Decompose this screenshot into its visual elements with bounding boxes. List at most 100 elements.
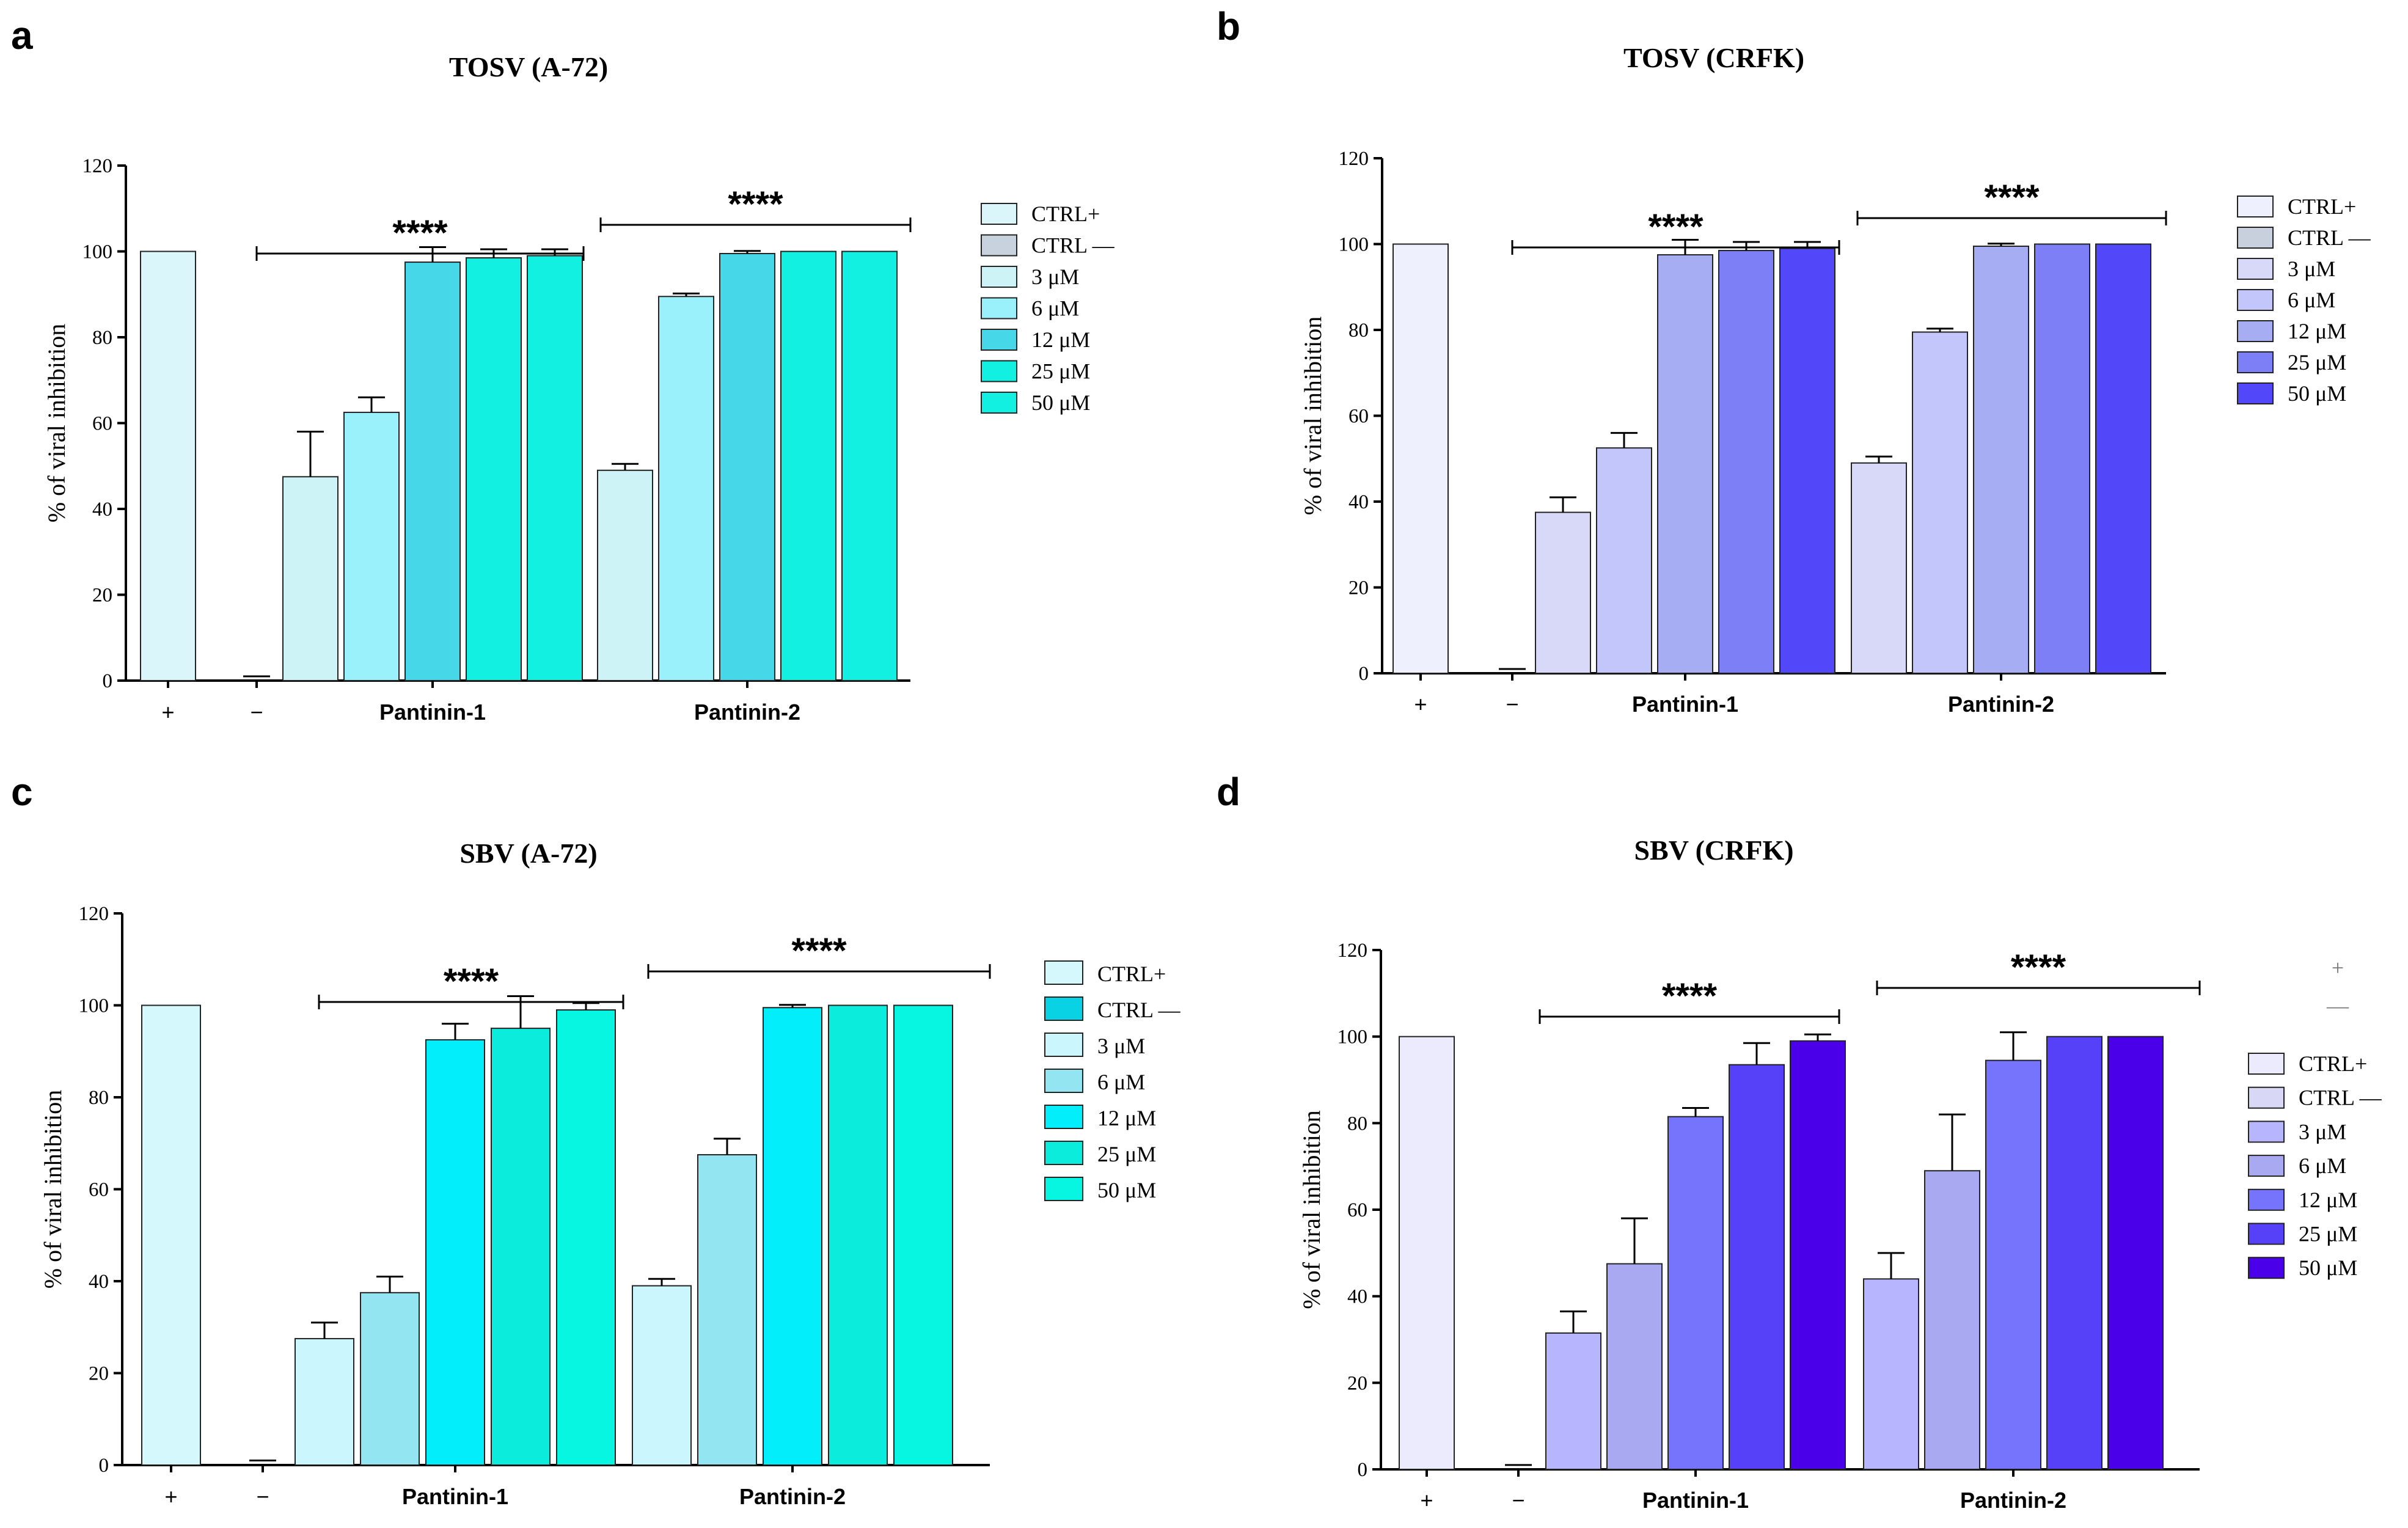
legend-swatch	[981, 329, 1017, 351]
x-tick-label-group: Pantinin-2	[694, 700, 800, 725]
y-tick-label: 100	[1338, 1026, 1368, 1048]
bar-pantinin-2-dose-2	[658, 296, 714, 681]
bar-pantinin-1-dose-2	[360, 1292, 420, 1466]
y-tick-label: 0	[1358, 1459, 1368, 1481]
legend: CTRL+ CTRL — 3 μM 6 μM 12 μM 25 μM 50 μM	[2237, 194, 2371, 406]
y-axis-label: % of viral inhibition	[43, 324, 70, 523]
y-tick-label: 60	[92, 413, 112, 435]
bar-pantinin-2-dose-5	[841, 250, 898, 681]
bar-pantinin-2-dose-1	[1851, 462, 1907, 674]
legend-label: CTRL —	[1097, 998, 1181, 1022]
bar-pantinin-2-dose-4	[780, 250, 836, 681]
y-tick-label: 120	[1339, 148, 1369, 170]
bar-pantinin-2-dose-4	[828, 1004, 888, 1466]
y-tick-label: 20	[1349, 577, 1369, 599]
legend-swatch	[2237, 320, 2274, 342]
legend-label: 12 μM	[2299, 1188, 2357, 1212]
legend-swatch	[2248, 1086, 2285, 1109]
panel-letter: a	[11, 13, 33, 57]
legend-swatch	[1044, 1069, 1083, 1093]
y-tick-label: 80	[92, 327, 112, 349]
bar-pantinin-1-dose-5	[1790, 1040, 1846, 1470]
legend-label: 6 μM	[1031, 296, 1079, 321]
bar-pantinin-1-dose-1	[282, 476, 339, 681]
bar-pantinin-1-dose-5	[1779, 247, 1835, 674]
y-tick-label: 40	[1349, 491, 1369, 513]
significance-stars: ****	[791, 931, 847, 971]
legend-swatch	[1044, 1177, 1083, 1201]
legend-swatch	[2248, 1257, 2285, 1279]
bar-pantinin-1-dose-2	[1596, 447, 1652, 674]
bar-control-positive	[141, 1004, 201, 1466]
legend-label: 25 μM	[1097, 1142, 1156, 1166]
bar-pantinin-1-dose-3	[425, 1039, 485, 1466]
bar-pantinin-1-dose-3	[404, 261, 461, 681]
bar-pantinin-2-dose-3	[719, 253, 775, 681]
legend-label: CTRL+	[2299, 1051, 2367, 1076]
x-tick-label-control: +	[1414, 692, 1427, 717]
legend-swatch	[981, 266, 1017, 288]
legend-label: 25 μM	[2288, 350, 2346, 375]
significance-stars: ****	[1648, 207, 1704, 247]
bar-pantinin-2-dose-2	[1924, 1170, 1980, 1470]
bar-control-positive	[1399, 1036, 1455, 1470]
legend-label: 50 μM	[1031, 390, 1090, 415]
legend-label: 6 μM	[2299, 1153, 2346, 1178]
y-tick-label: 60	[1347, 1199, 1367, 1221]
bar-pantinin-2-dose-3	[1985, 1059, 2041, 1470]
panel-letter: c	[11, 770, 33, 814]
legend-swatch	[2237, 258, 2274, 280]
y-tick-label: 60	[89, 1179, 109, 1201]
legend-swatch	[1044, 960, 1083, 985]
significance-stars: ****	[1984, 178, 2040, 218]
legend-swatch	[2248, 1120, 2285, 1143]
panel-letter: b	[1217, 4, 1240, 48]
legend-label: 12 μM	[1031, 327, 1090, 352]
bar-pantinin-2-dose-3	[763, 1007, 822, 1466]
y-tick-label: 100	[1339, 234, 1369, 256]
y-tick-label: 120	[82, 155, 113, 177]
legend-label: CTRL —	[1031, 233, 1115, 258]
legend-swatch	[981, 360, 1017, 382]
bar-pantinin-1-dose-1	[1535, 511, 1591, 674]
bar-pantinin-1-dose-1	[295, 1338, 354, 1466]
bar-pantinin-2-dose-4	[2046, 1036, 2102, 1470]
y-tick-label: 120	[1338, 940, 1368, 962]
bar-pantinin-2-dose-1	[1863, 1278, 1919, 1470]
y-tick-label: 40	[89, 1271, 109, 1293]
legend-swatch	[981, 297, 1017, 320]
legend-swatch	[1044, 1105, 1083, 1129]
legend-label: 50 μM	[2288, 381, 2346, 406]
x-tick-label-control: −	[1506, 692, 1518, 717]
y-tick-label: 80	[1349, 320, 1369, 342]
bar-pantinin-2-dose-3	[1973, 246, 2029, 674]
legend-swatch	[2237, 351, 2274, 373]
legend-swatch	[2237, 289, 2274, 311]
bar-control-positive	[140, 250, 196, 681]
legend-swatch	[2248, 1053, 2285, 1075]
x-tick-label-group: Pantinin-2	[1948, 692, 2054, 717]
significance-stars: ****	[2011, 948, 2066, 987]
legend-swatch	[2237, 227, 2274, 249]
bar-pantinin-1-dose-3	[1657, 254, 1713, 674]
legend-label: 3 μM	[2288, 257, 2335, 281]
x-tick-label-group: Pantinin-1	[1642, 1488, 1749, 1513]
x-tick-label-control: +	[161, 700, 174, 725]
y-axis-label: % of viral inhibition	[39, 1090, 67, 1289]
legend-swatch	[2237, 196, 2274, 218]
y-tick-label: 100	[82, 241, 113, 263]
bar-pantinin-2-dose-2	[1912, 331, 1968, 674]
bar-pantinin-1-dose-4	[466, 257, 522, 682]
legend-label: CTRL+	[1031, 202, 1100, 226]
legend-label: 12 μM	[1097, 1106, 1156, 1130]
x-tick-label-control: +	[1420, 1488, 1433, 1513]
y-tick-label: 20	[1347, 1372, 1367, 1394]
y-tick-label: 80	[89, 1087, 109, 1109]
bar-pantinin-2-dose-1	[632, 1285, 692, 1466]
legend-swatch	[981, 392, 1017, 414]
legend-swatch	[2248, 1223, 2285, 1245]
legend-swatch	[1044, 1033, 1083, 1057]
y-tick-label: 0	[99, 1455, 109, 1477]
legend-swatch	[2237, 382, 2274, 404]
